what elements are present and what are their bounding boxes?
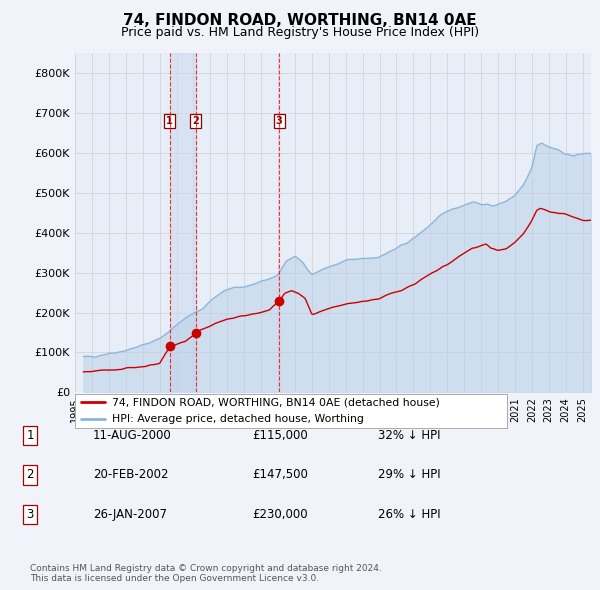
- Text: 74, FINDON ROAD, WORTHING, BN14 0AE (detached house): 74, FINDON ROAD, WORTHING, BN14 0AE (det…: [112, 397, 440, 407]
- Text: 32% ↓ HPI: 32% ↓ HPI: [378, 429, 440, 442]
- Text: £147,500: £147,500: [252, 468, 308, 481]
- Text: 74, FINDON ROAD, WORTHING, BN14 0AE: 74, FINDON ROAD, WORTHING, BN14 0AE: [123, 13, 477, 28]
- Text: 26% ↓ HPI: 26% ↓ HPI: [378, 508, 440, 521]
- Text: HPI: Average price, detached house, Worthing: HPI: Average price, detached house, Wort…: [112, 414, 364, 424]
- Bar: [170, 53, 196, 392]
- Text: 2: 2: [26, 468, 34, 481]
- Text: £115,000: £115,000: [252, 429, 308, 442]
- Text: 11-AUG-2000: 11-AUG-2000: [93, 429, 172, 442]
- Text: 2: 2: [192, 116, 199, 126]
- Text: 1: 1: [26, 429, 34, 442]
- Text: 26-JAN-2007: 26-JAN-2007: [93, 508, 167, 521]
- Text: Price paid vs. HM Land Registry's House Price Index (HPI): Price paid vs. HM Land Registry's House …: [121, 26, 479, 39]
- Text: 20-FEB-2002: 20-FEB-2002: [93, 468, 169, 481]
- Text: 3: 3: [26, 508, 34, 521]
- Text: 1: 1: [166, 116, 173, 126]
- Text: £230,000: £230,000: [252, 508, 308, 521]
- Text: 29% ↓ HPI: 29% ↓ HPI: [378, 468, 440, 481]
- Text: 3: 3: [276, 116, 283, 126]
- Text: Contains HM Land Registry data © Crown copyright and database right 2024.
This d: Contains HM Land Registry data © Crown c…: [30, 563, 382, 583]
